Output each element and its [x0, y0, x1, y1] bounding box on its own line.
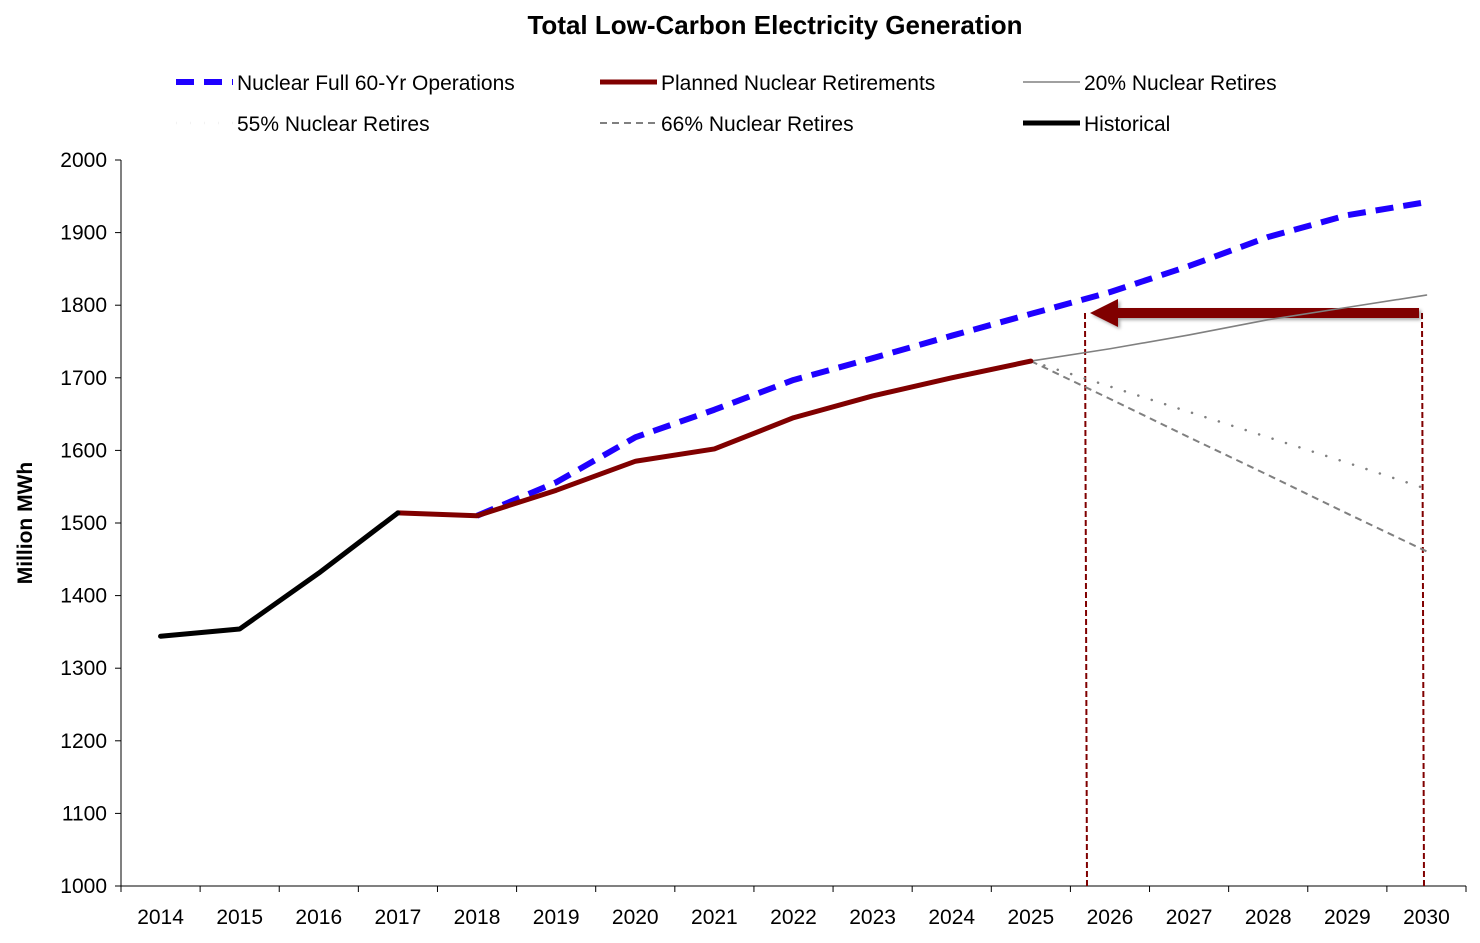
x-tick-label: 2016: [295, 906, 342, 929]
legend-label: 20% Nuclear Retires: [1084, 72, 1277, 95]
y-tick-label: 1000: [60, 875, 107, 898]
series-line-5: [161, 513, 398, 636]
y-tick-label: 1600: [60, 439, 107, 462]
arrow-head: [1090, 299, 1118, 327]
y-tick-label: 1500: [60, 512, 107, 535]
legend-label: 55% Nuclear Retires: [237, 113, 430, 136]
y-tick-label: 1100: [62, 802, 107, 825]
series-line-2: [1031, 295, 1427, 361]
legend-label: Planned Nuclear Retirements: [661, 72, 935, 95]
annotation-vertical-line-right: [1422, 313, 1424, 886]
y-tick-label: 1700: [60, 367, 107, 390]
x-tick-label: 2027: [1166, 906, 1213, 929]
x-tick-label: 2015: [216, 906, 263, 929]
x-tick-label: 2028: [1245, 906, 1292, 929]
x-tick-label: 2025: [1007, 906, 1054, 929]
x-tick-label: 2030: [1403, 906, 1450, 929]
legend-label: 66% Nuclear Retires: [661, 113, 854, 136]
y-tick-label: 1900: [60, 222, 107, 245]
y-tick-label: 1400: [60, 585, 107, 608]
legend-label: Historical: [1084, 113, 1170, 136]
x-tick-label: 2017: [375, 906, 422, 929]
chart-title: Total Low-Carbon Electricity Generation: [527, 10, 1022, 40]
x-tick-label: 2022: [770, 906, 817, 929]
y-tick-label: 1200: [60, 730, 107, 753]
series-line-1: [398, 361, 1031, 516]
series-line-4: [1031, 361, 1427, 551]
x-tick-label: 2024: [928, 906, 975, 929]
y-tick-label: 1300: [60, 657, 107, 680]
legend-label: Nuclear Full 60-Yr Operations: [237, 72, 515, 95]
x-tick-label: 2029: [1324, 906, 1371, 929]
x-tick-label: 2021: [691, 906, 738, 929]
x-tick-label: 2018: [454, 906, 501, 929]
x-tick-label: 2020: [612, 906, 659, 929]
x-tick-label: 2023: [849, 906, 896, 929]
y-tick-label: 1800: [60, 294, 107, 317]
y-tick-label: 2000: [60, 149, 107, 172]
x-tick-label: 2014: [137, 906, 184, 929]
y-axis-label: Million MWh: [14, 462, 37, 584]
x-tick-label: 2019: [533, 906, 580, 929]
series-line-3: [1031, 361, 1427, 489]
x-tick-label: 2026: [1087, 906, 1134, 929]
annotation-vertical-line-left: [1085, 313, 1087, 886]
arrow-shaft: [1115, 308, 1419, 318]
